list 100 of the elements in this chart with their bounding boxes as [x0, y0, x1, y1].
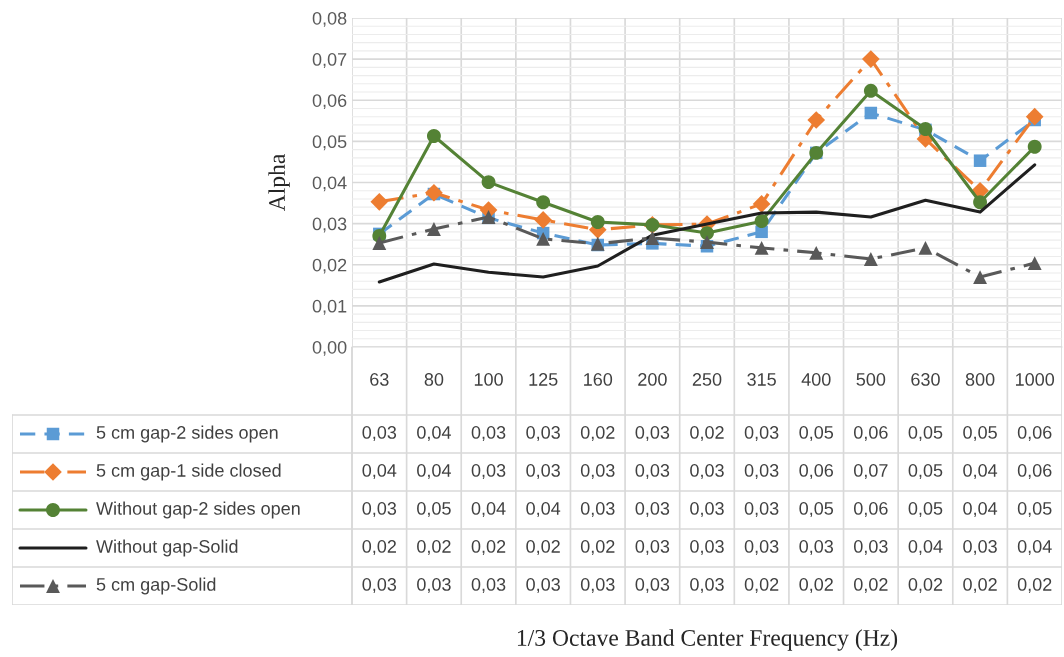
data-label: 0,03: [744, 502, 779, 517]
point: [973, 270, 988, 285]
data-label: 0,03: [635, 464, 670, 479]
line-series: [377, 163, 1037, 284]
point: [700, 226, 714, 241]
data-label: 0,05: [908, 502, 943, 517]
data-label: 0,04: [908, 540, 943, 555]
point: [425, 183, 443, 202]
x-tick-label: 1000: [1015, 373, 1055, 386]
data-label: 0,05: [799, 502, 834, 517]
data-label: 0,03: [690, 540, 724, 555]
point: [534, 211, 552, 229]
data-label: 0,02: [744, 578, 779, 593]
data-label: 0,02: [799, 578, 833, 593]
x-tick-label: 63: [370, 373, 389, 386]
point: [536, 195, 551, 210]
data-label: 0,03: [635, 426, 670, 441]
data-label: 0,03: [526, 426, 560, 441]
point: [863, 83, 878, 98]
data-label: 0,05: [908, 426, 943, 441]
point: [372, 236, 387, 250]
x-tick-label: 250: [692, 373, 722, 386]
data-label: 0,06: [1017, 426, 1052, 441]
point: [426, 222, 441, 236]
data-label: 0,03: [690, 464, 724, 479]
data-label: 0,04: [417, 464, 451, 479]
x-tick-label: 200: [638, 373, 667, 386]
data-label: 0,03: [471, 578, 506, 593]
y-tick-label: 0,02: [312, 258, 347, 274]
point: [918, 240, 933, 255]
legend-label: Without gap-Solid: [96, 539, 238, 557]
data-label: 0,02: [417, 540, 451, 555]
point: [536, 231, 551, 246]
point: [864, 106, 878, 120]
y-tick-label: 0,03: [312, 217, 347, 233]
point: [862, 50, 880, 68]
data-label: 0,03: [417, 578, 451, 593]
data-label: 0,03: [580, 502, 615, 517]
data-label: 0,03: [690, 578, 724, 593]
data-label: 0,03: [526, 464, 560, 479]
point: [370, 192, 389, 211]
point: [755, 225, 768, 239]
y-tick-label: 0,01: [312, 299, 347, 315]
y-tick-label: 0,07: [312, 53, 347, 68]
data-label: 0,03: [580, 464, 615, 479]
data-label: 0,04: [963, 502, 998, 517]
x-tick-label: 500: [856, 373, 886, 386]
text: 1/3 Octave Band Center Frequency (Hz): [517, 629, 898, 651]
data-label: 0,03: [690, 502, 724, 517]
data-label: 0,06: [1017, 464, 1052, 479]
y-tick-label: 0,04: [312, 176, 347, 192]
data-label: 0,02: [580, 426, 615, 441]
data-label: 0,03: [635, 578, 670, 593]
data-label: 0,06: [799, 464, 834, 479]
data-label: 0,04: [471, 502, 506, 517]
data-label: 0,04: [1017, 540, 1052, 555]
data-label: 0,03: [744, 426, 779, 441]
data-label: 0,02: [853, 578, 888, 593]
x-tick-label: 400: [801, 373, 831, 386]
point: [973, 195, 988, 210]
legend-label: 5 cm gap-1 side closed: [96, 463, 281, 481]
data-label: 0,05: [963, 426, 997, 441]
data-label: 0,03: [853, 540, 888, 555]
point: [973, 154, 987, 167]
point: [700, 235, 714, 250]
x-tick-label: 100: [474, 373, 503, 386]
data-label: 0,03: [471, 426, 506, 441]
data-label: 0,02: [362, 540, 396, 555]
data-label: 0,03: [362, 426, 397, 441]
data-label: 0,03: [635, 502, 670, 517]
data-label: 0,03: [635, 540, 670, 555]
y-tick-label: 0,00: [312, 340, 347, 356]
legend-label: 5 cm gap-Solid: [96, 577, 216, 595]
data-label: 0,06: [853, 502, 888, 517]
data-label: 0,04: [526, 502, 561, 517]
legend-label: Without gap-2 sides open: [96, 501, 300, 519]
point: [481, 175, 496, 190]
y-tick-label: 0,05: [312, 135, 347, 151]
data-label: 0,04: [417, 426, 451, 441]
x-tick-label: 800: [965, 373, 995, 386]
data-label: 0,03: [744, 540, 779, 555]
data-label: 0,02: [471, 540, 506, 555]
point: [1025, 107, 1044, 126]
data-label: 0,03: [963, 540, 997, 555]
point: [645, 231, 660, 245]
data-label: 0,03: [799, 540, 834, 555]
data-label: 0,05: [417, 502, 451, 517]
legend-label: 5 cm gap-2 sides open: [96, 425, 278, 443]
y-axis-title: Alpha: [268, 153, 290, 212]
data-label: 0,03: [362, 578, 397, 593]
point: [807, 111, 826, 129]
data-label: 0,02: [963, 578, 997, 593]
point: [1027, 139, 1042, 154]
x-tick-label: 80: [424, 373, 444, 386]
data-label: 0,05: [1017, 502, 1052, 517]
data-label: 0,05: [799, 426, 834, 441]
data-label: 0,04: [963, 464, 998, 479]
data-label: 0,03: [526, 578, 560, 593]
data-label: 0,06: [853, 426, 888, 441]
x-tick-label: 315: [747, 373, 776, 386]
